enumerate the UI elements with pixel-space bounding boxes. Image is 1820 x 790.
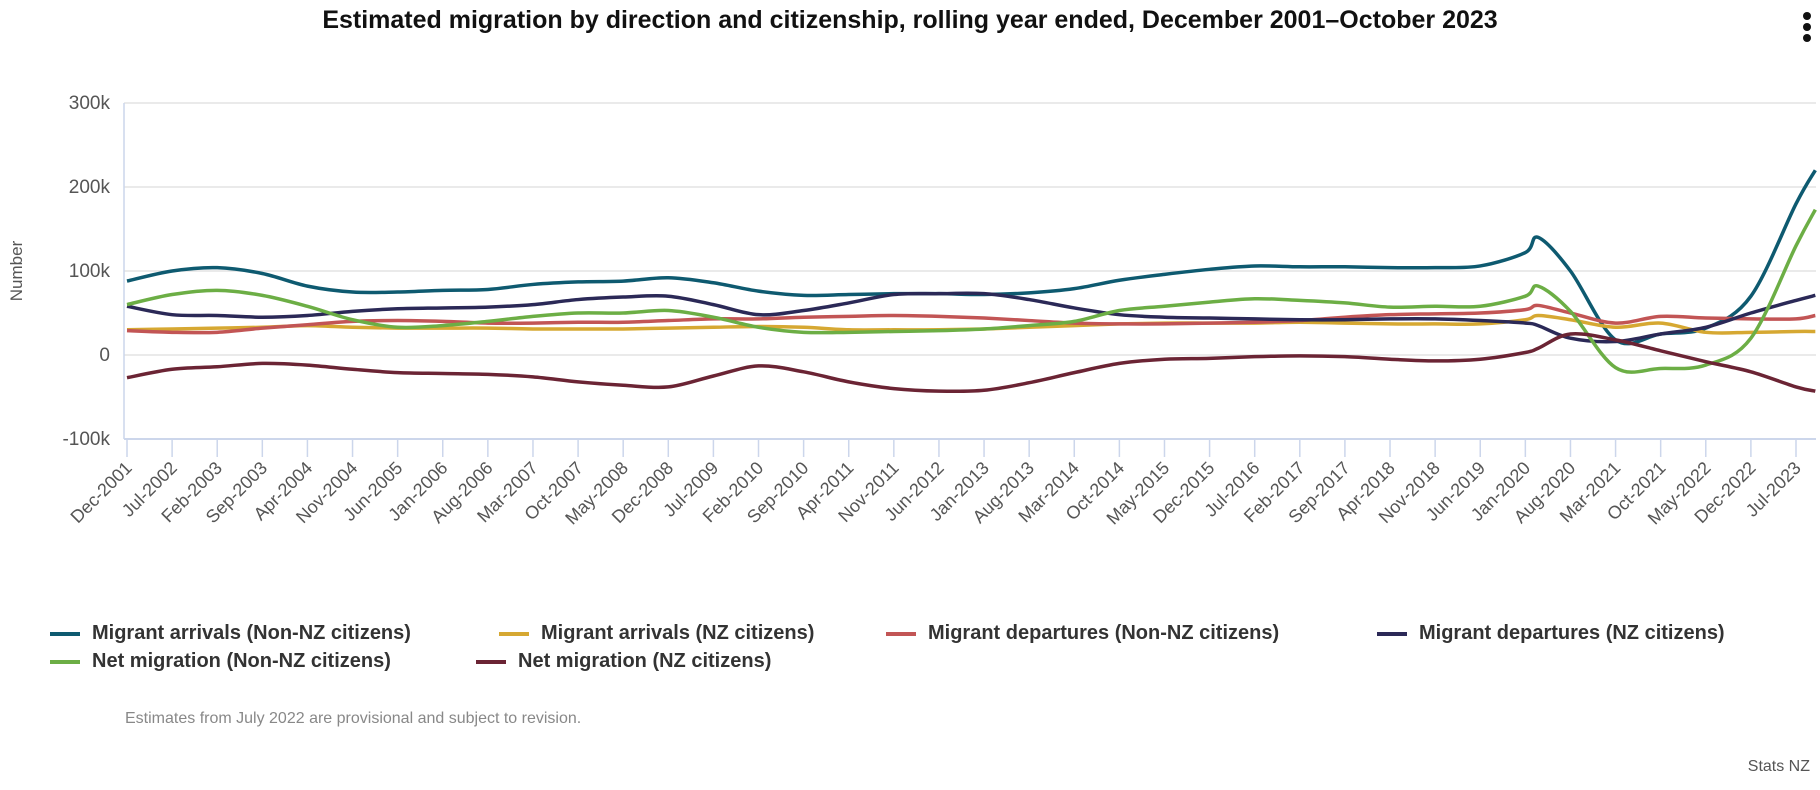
legend-item[interactable]: Net migration (Non-NZ citizens)	[50, 650, 391, 673]
footnote: Estimates from July 2022 are provisional…	[125, 710, 582, 727]
legend-label: Migrant arrivals (NZ citizens)	[541, 622, 815, 644]
series-line-3	[126, 291, 1816, 344]
legend-swatch	[50, 631, 80, 636]
legend-swatch	[886, 631, 916, 636]
series-line-5	[126, 331, 1816, 394]
legend-swatch	[476, 659, 506, 664]
legend-swatch	[50, 659, 80, 664]
gridlines	[124, 102, 1816, 356]
x-tick-label: Dec-2001	[66, 458, 135, 527]
y-tick-label: 300k	[69, 93, 111, 114]
legend-label: Migrant departures (Non-NZ citizens)	[928, 622, 1280, 644]
series-line-4	[126, 208, 1817, 374]
more-vertical-icon	[1800, 12, 1814, 42]
chart-menu-button[interactable]	[1800, 12, 1814, 46]
series-lines	[126, 169, 1817, 394]
legend-item[interactable]: Migrant departures (NZ citizens)	[1377, 622, 1725, 645]
legend-label: Migrant departures (NZ citizens)	[1419, 622, 1725, 644]
legend-label: Net migration (NZ citizens)	[518, 650, 772, 672]
y-tick-label: 100k	[69, 261, 111, 282]
legend-label: Migrant arrivals (Non-NZ citizens)	[92, 622, 411, 644]
chart-title: Estimated migration by direction and cit…	[322, 6, 1498, 34]
series-line-2	[126, 303, 1816, 335]
y-axis-label: Number	[7, 240, 26, 301]
y-tick-label: 0	[99, 345, 110, 366]
legend-swatch	[1377, 631, 1407, 636]
y-tick-label: -100k	[62, 429, 110, 450]
legend-label: Net migration (Non-NZ citizens)	[92, 650, 391, 672]
legend-item[interactable]: Migrant arrivals (Non-NZ citizens)	[50, 622, 411, 645]
legend-item[interactable]: Migrant departures (Non-NZ citizens)	[886, 622, 1279, 645]
source-credit: Stats NZ	[1747, 758, 1810, 775]
legend-swatch	[499, 631, 529, 636]
y-tick-label: 200k	[69, 177, 111, 198]
legend-item[interactable]: Migrant arrivals (NZ citizens)	[499, 622, 814, 645]
y-axis: 300k 200k 100k 0 -100k	[62, 93, 110, 450]
series-line-0	[126, 169, 1817, 346]
legend-item[interactable]: Net migration (NZ citizens)	[476, 650, 771, 673]
